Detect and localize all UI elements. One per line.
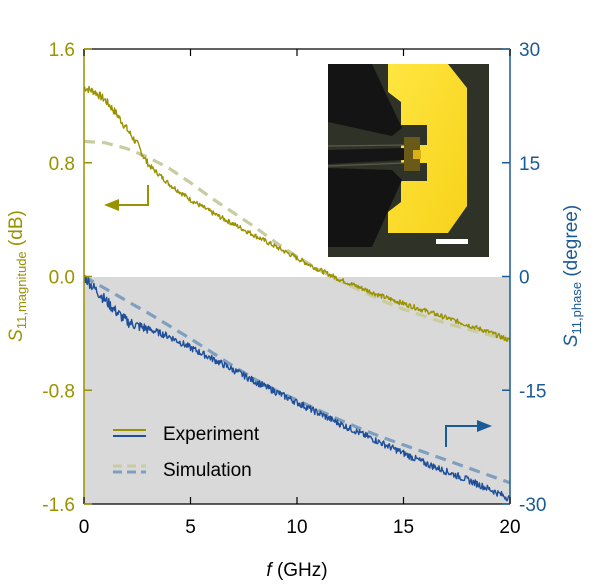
y-left-tick-label: -1.6 bbox=[42, 495, 75, 516]
y-left-tick-label: 1.6 bbox=[49, 40, 75, 61]
phase-simulation-line bbox=[84, 275, 510, 485]
probe-lower bbox=[328, 168, 402, 247]
legend: Experiment Simulation bbox=[113, 424, 260, 481]
series-layer bbox=[84, 85, 510, 502]
legend-simulation-label: Simulation bbox=[163, 460, 252, 481]
probe-middle bbox=[328, 148, 404, 164]
y-right-tick-label: 15 bbox=[519, 154, 540, 175]
x-axis-title: f (GHz) bbox=[266, 560, 327, 581]
y-right-tick-label: -30 bbox=[519, 495, 546, 516]
ticks-layer: 0 5 10 15 20 1.6 0.8 0.0 -0.8 -1.6 30 15 0 -15 -30 bbox=[42, 40, 546, 538]
phase-experiment-line bbox=[84, 274, 510, 502]
right-axis-title: S11,phase (degree) bbox=[561, 205, 584, 347]
y-left-tick-label: 0.0 bbox=[49, 268, 75, 289]
x-tick-label: 5 bbox=[185, 517, 196, 538]
inset-micrograph bbox=[327, 64, 489, 257]
x-tick-label: 10 bbox=[286, 517, 307, 538]
legend-experiment-label: Experiment bbox=[163, 424, 260, 445]
magnitude-simulation-line bbox=[84, 139, 510, 343]
y-left-tick-label: -0.8 bbox=[42, 381, 75, 402]
x-tick-label: 15 bbox=[393, 517, 414, 538]
x-tick-label: 20 bbox=[499, 517, 520, 538]
y-right-tick-label: 30 bbox=[519, 40, 540, 61]
arrow-to-right-axis bbox=[445, 420, 492, 447]
y-left-tick-label: 0.8 bbox=[49, 154, 75, 175]
y-right-tick-label: 0 bbox=[519, 268, 530, 289]
probe-upper bbox=[328, 64, 402, 136]
arrow-to-left-axis bbox=[104, 185, 149, 211]
x-tick-label: 0 bbox=[79, 517, 90, 538]
left-axis-title: S11,magnitude (dB) bbox=[6, 210, 29, 342]
magnitude-experiment-line bbox=[84, 85, 510, 342]
y-right-tick-label: -15 bbox=[519, 381, 546, 402]
scale-bar bbox=[436, 239, 468, 244]
